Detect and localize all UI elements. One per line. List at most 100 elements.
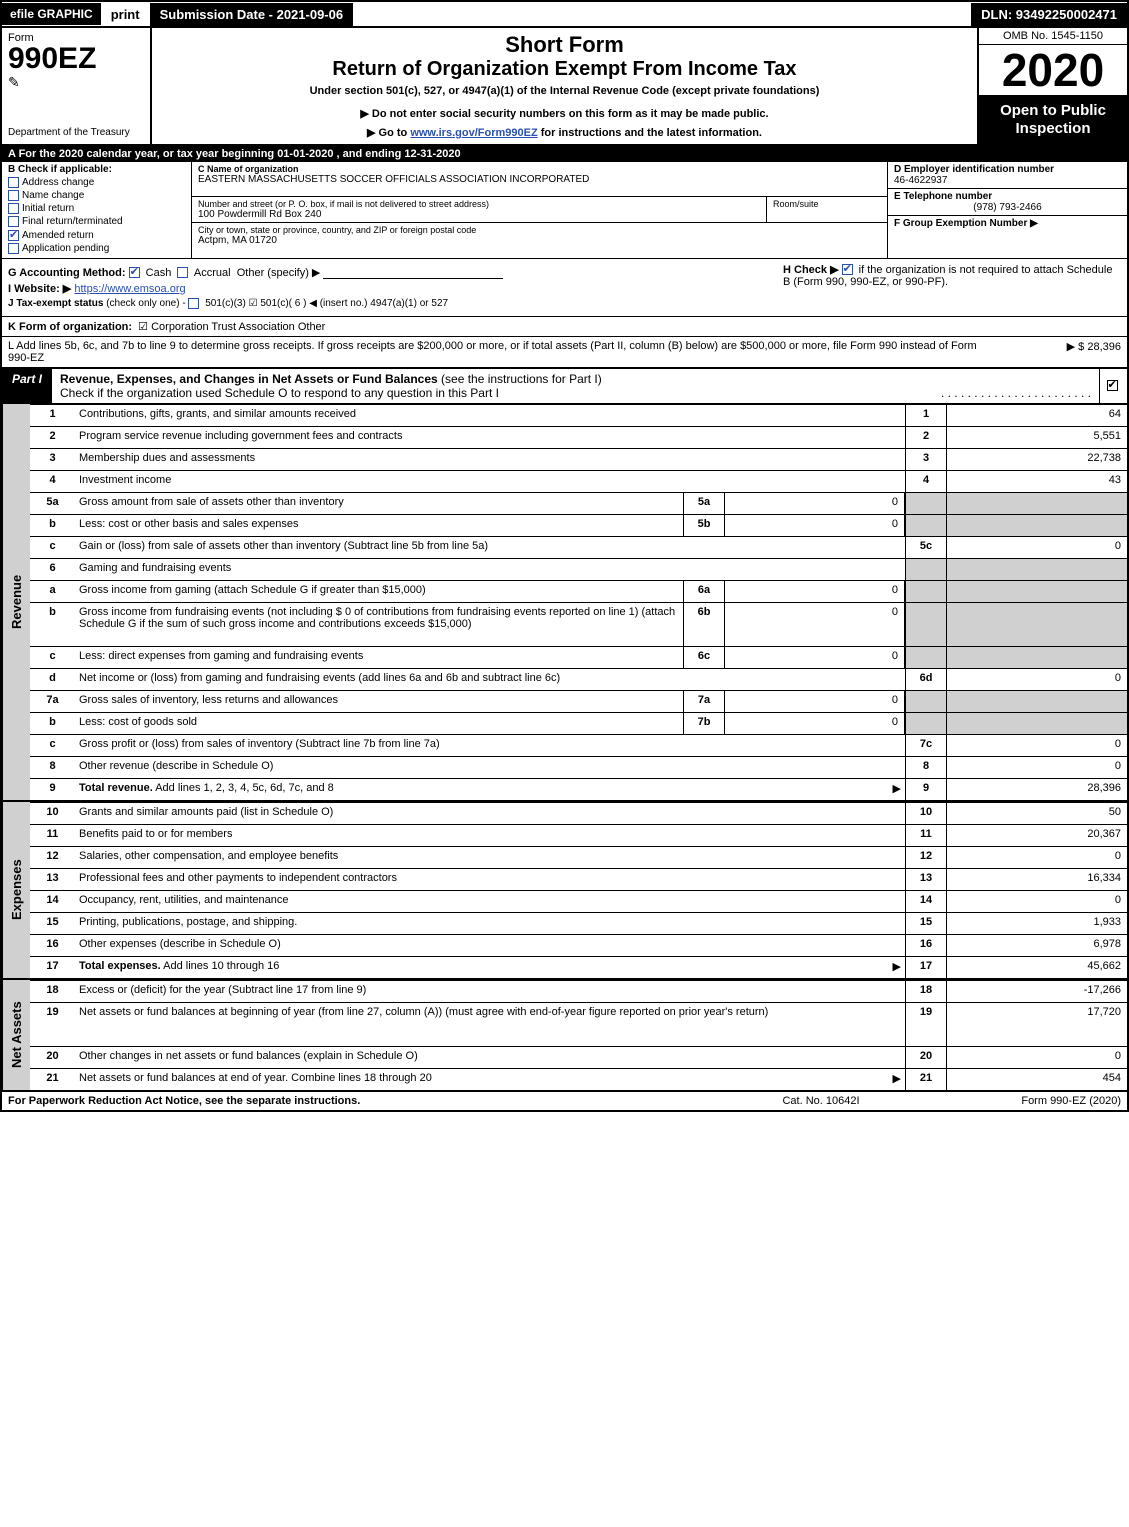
line-number-cell: 1 bbox=[905, 405, 947, 426]
row-number: 13 bbox=[30, 869, 75, 890]
subtotal-label: 5b bbox=[683, 515, 725, 536]
checkbox-icon[interactable] bbox=[129, 267, 140, 278]
website-link[interactable]: https://www.emsoa.org bbox=[74, 283, 185, 295]
row-description: Net assets or fund balances at beginning… bbox=[75, 1003, 905, 1046]
amount-value: 20,367 bbox=[947, 825, 1127, 846]
org-street-label: Number and street (or P. O. box, if mail… bbox=[198, 199, 760, 209]
line-number-cell: 20 bbox=[905, 1047, 947, 1068]
amount-value: 0 bbox=[947, 891, 1127, 912]
row-description: Gaming and fundraising events bbox=[75, 559, 905, 580]
row-description: Gross profit or (loss) from sales of inv… bbox=[75, 735, 905, 756]
amount-value: 22,738 bbox=[947, 449, 1127, 470]
subtotal-label: 6b bbox=[683, 603, 725, 646]
checkbox-icon[interactable] bbox=[177, 267, 188, 278]
form-number: 990EZ bbox=[8, 44, 144, 74]
g-other-input[interactable] bbox=[323, 278, 503, 279]
phone-value: (978) 793-2466 bbox=[894, 202, 1121, 213]
line-number-cell: 7c bbox=[905, 735, 947, 756]
line-number-cell: 9 bbox=[905, 779, 947, 800]
org-street-row: Number and street (or P. O. box, if mail… bbox=[192, 197, 887, 223]
row-description: Net income or (loss) from gaming and fun… bbox=[75, 669, 905, 690]
table-row: 19Net assets or fund balances at beginni… bbox=[30, 1002, 1127, 1046]
row-number: b bbox=[30, 603, 75, 646]
row-number: 14 bbox=[30, 891, 75, 912]
subtitle-under: Under section 501(c), 527, or 4947(a)(1)… bbox=[160, 85, 969, 97]
row-number: 11 bbox=[30, 825, 75, 846]
print-button[interactable]: print bbox=[101, 7, 150, 22]
section-f: F Group Exemption Number ▶ bbox=[888, 216, 1127, 258]
org-name-label: C Name of organization bbox=[198, 164, 881, 174]
table-row: cGross profit or (loss) from sales of in… bbox=[30, 734, 1127, 756]
subtotal-label: 6c bbox=[683, 647, 725, 668]
line-a: A For the 2020 calendar year, or tax yea… bbox=[2, 146, 1127, 162]
phone-label: E Telephone number bbox=[894, 191, 1121, 202]
checkbox-icon[interactable] bbox=[1107, 380, 1118, 391]
form-990ez-page: efile GRAPHIC print Submission Date - 20… bbox=[0, 0, 1129, 1112]
form-header: Form 990EZ ✎ Department of the Treasury … bbox=[2, 28, 1127, 146]
subtotal-value: 0 bbox=[725, 691, 905, 712]
row-description: Excess or (deficit) for the year (Subtra… bbox=[75, 981, 905, 1002]
amount-value: 16,334 bbox=[947, 869, 1127, 890]
checkbox-icon[interactable] bbox=[842, 264, 853, 275]
row-number: 7a bbox=[30, 691, 75, 712]
amount-value: 0 bbox=[947, 669, 1127, 690]
checkbox-icon[interactable] bbox=[8, 203, 19, 214]
line-number-cell: 4 bbox=[905, 471, 947, 492]
line-number-cell: 6d bbox=[905, 669, 947, 690]
org-street-value: 100 Powdermill Rd Box 240 bbox=[198, 209, 760, 220]
amount-value bbox=[947, 603, 1127, 646]
row-description: Gross sales of inventory, less returns a… bbox=[75, 691, 683, 712]
row-number: 21 bbox=[30, 1069, 75, 1090]
omb-number: OMB No. 1545-1150 bbox=[979, 28, 1127, 45]
checkbox-icon[interactable] bbox=[8, 190, 19, 201]
row-number: c bbox=[30, 537, 75, 558]
row-description: Less: direct expenses from gaming and fu… bbox=[75, 647, 683, 668]
chk-application-pending: Application pending bbox=[8, 243, 185, 254]
arrow-icon: ▶ bbox=[893, 960, 901, 973]
checkbox-icon[interactable] bbox=[8, 243, 19, 254]
checkbox-icon[interactable] bbox=[8, 177, 19, 188]
checkbox-icon[interactable] bbox=[8, 230, 19, 241]
page-footer: For Paperwork Reduction Act Notice, see … bbox=[2, 1090, 1127, 1110]
l-text: L Add lines 5b, 6c, and 7b to line 9 to … bbox=[8, 340, 1001, 364]
subtotal-label: 6a bbox=[683, 581, 725, 602]
ein-label: D Employer identification number bbox=[894, 164, 1121, 175]
table-row: 7aGross sales of inventory, less returns… bbox=[30, 690, 1127, 712]
section-e: E Telephone number (978) 793-2466 bbox=[888, 189, 1127, 216]
goto-link[interactable]: www.irs.gov/Form990EZ bbox=[410, 127, 537, 139]
row-number: 10 bbox=[30, 803, 75, 824]
row-number: 16 bbox=[30, 935, 75, 956]
row-number: a bbox=[30, 581, 75, 602]
row-number: 8 bbox=[30, 757, 75, 778]
ghij-left: G Accounting Method: Cash Accrual Other … bbox=[2, 259, 777, 316]
line-number-cell: 18 bbox=[905, 981, 947, 1002]
amount-value: 45,662 bbox=[947, 957, 1127, 978]
amount-value bbox=[947, 515, 1127, 536]
table-row: 11Benefits paid to or for members1120,36… bbox=[30, 824, 1127, 846]
table-row: cLess: direct expenses from gaming and f… bbox=[30, 646, 1127, 668]
row-description: Less: cost or other basis and sales expe… bbox=[75, 515, 683, 536]
table-row: aGross income from gaming (attach Schedu… bbox=[30, 580, 1127, 602]
subtotal-value: 0 bbox=[725, 581, 905, 602]
org-info-block: B Check if applicable: Address change Na… bbox=[2, 162, 1127, 259]
table-row: 16Other expenses (describe in Schedule O… bbox=[30, 934, 1127, 956]
line-number-cell: 19 bbox=[905, 1003, 947, 1046]
table-row: 21Net assets or fund balances at end of … bbox=[30, 1068, 1127, 1090]
section-h: H Check ▶ if the organization is not req… bbox=[777, 259, 1127, 316]
title-return: Return of Organization Exempt From Incom… bbox=[160, 58, 969, 81]
amount-value: 454 bbox=[947, 1069, 1127, 1090]
checkbox-icon[interactable] bbox=[8, 216, 19, 227]
row-description: Less: cost of goods sold bbox=[75, 713, 683, 734]
line-number-cell: 13 bbox=[905, 869, 947, 890]
amount-value: 5,551 bbox=[947, 427, 1127, 448]
row-number: c bbox=[30, 735, 75, 756]
section-j: J Tax-exempt status (check only one) - 5… bbox=[8, 298, 771, 309]
goto-suffix: for instructions and the latest informat… bbox=[538, 127, 762, 139]
chk-amended-return: Amended return bbox=[8, 230, 185, 241]
checkbox-icon[interactable] bbox=[188, 298, 199, 309]
line-number-cell: 14 bbox=[905, 891, 947, 912]
table-row: dNet income or (loss) from gaming and fu… bbox=[30, 668, 1127, 690]
part-title: Revenue, Expenses, and Changes in Net As… bbox=[52, 369, 1099, 403]
subtotal-label: 7a bbox=[683, 691, 725, 712]
line-number-cell: 21 bbox=[905, 1069, 947, 1090]
